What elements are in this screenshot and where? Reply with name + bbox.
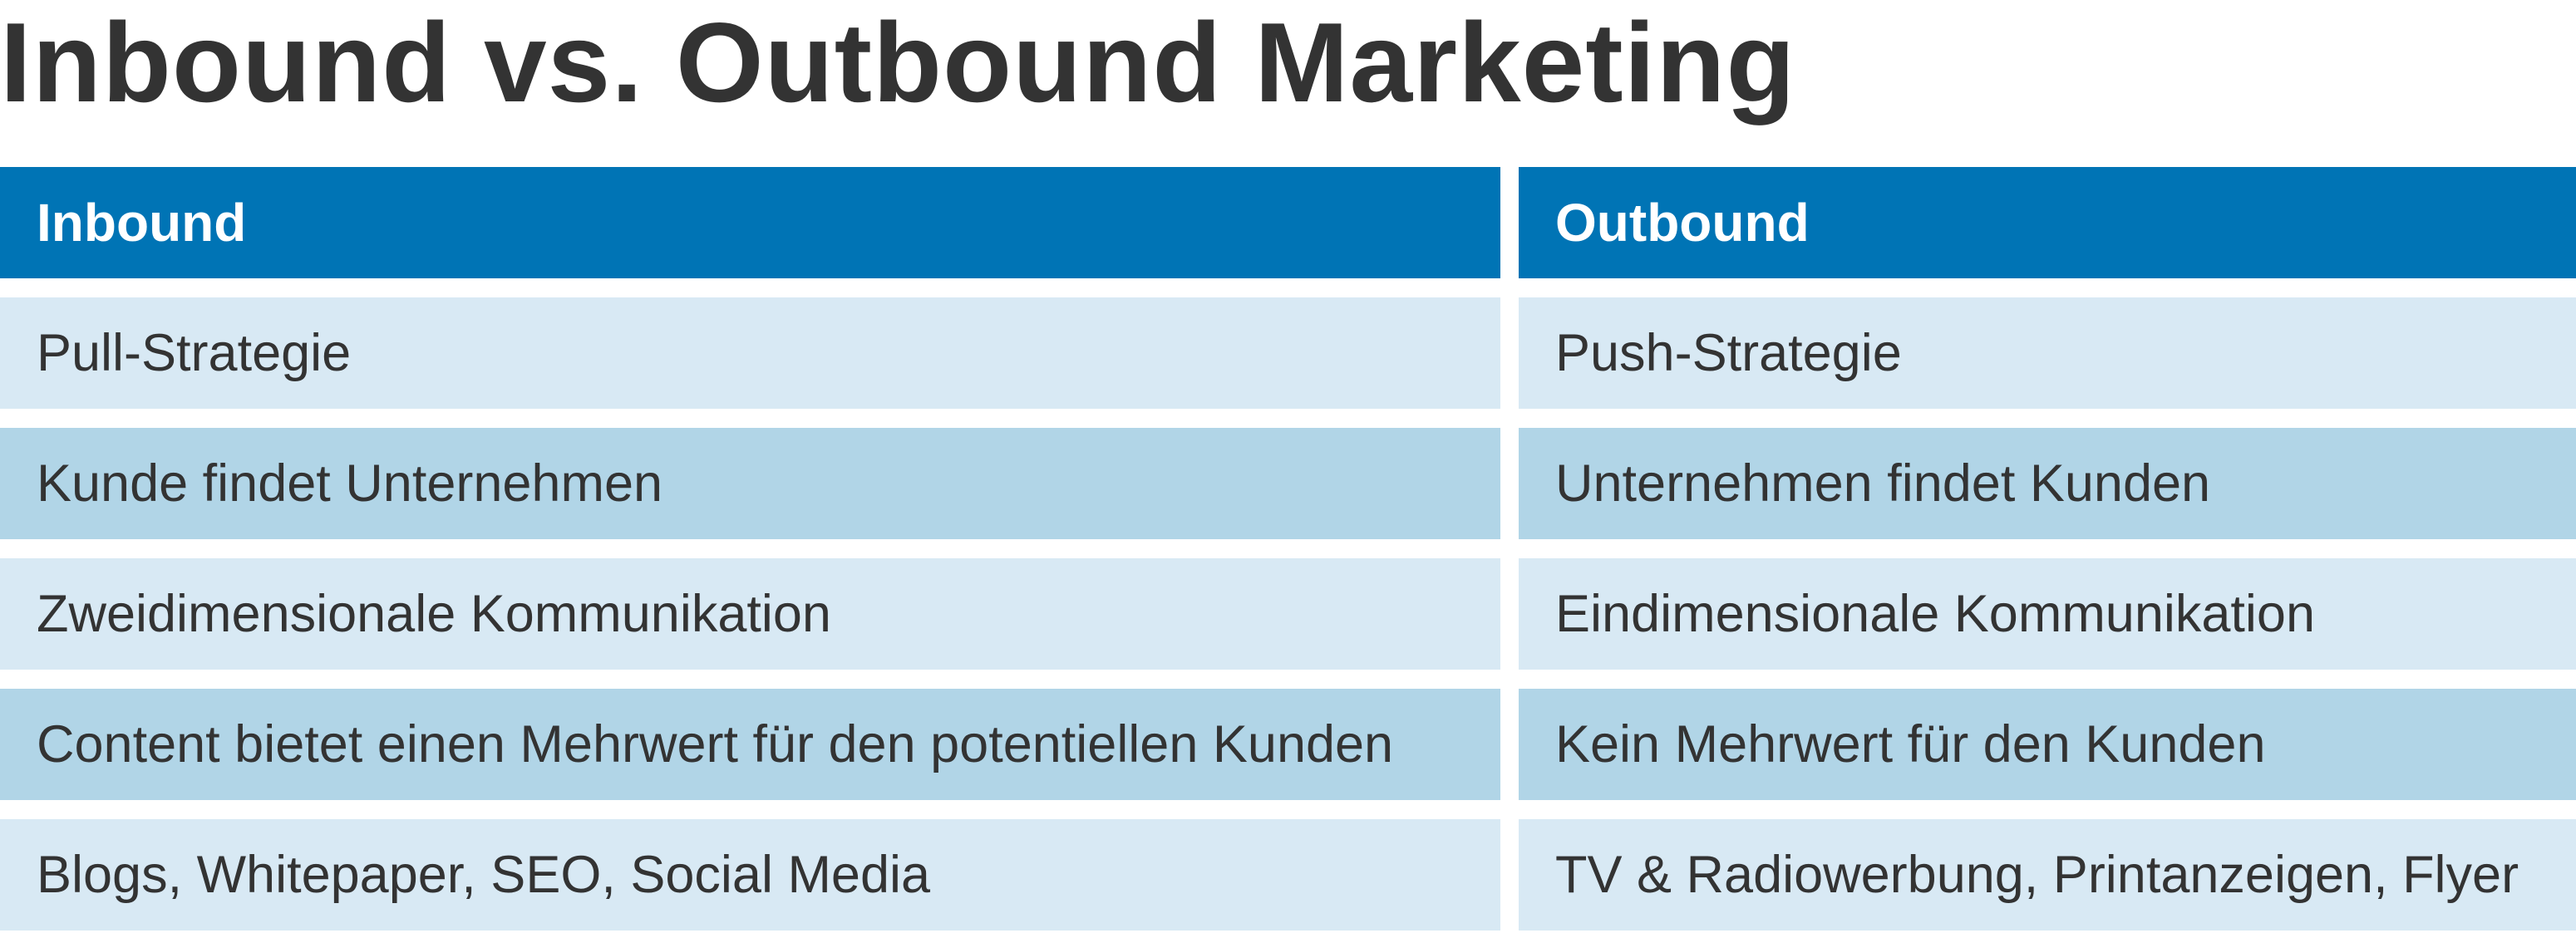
column-header-inbound: Inbound: [0, 167, 1500, 278]
table-cell-outbound: Eindimensionale Kommunikation: [1519, 558, 2576, 670]
column-header-outbound: Outbound: [1519, 167, 2576, 278]
table-cell-inbound: Zweidimensionale Kommunikation: [0, 558, 1500, 670]
table-cell-inbound: Content bietet einen Mehrwert für den po…: [0, 689, 1500, 800]
table-cell-inbound: Pull-Strategie: [0, 297, 1500, 409]
page-title: Inbound vs. Outbound Marketing: [0, 0, 1796, 125]
table-cell-outbound: Push-Strategie: [1519, 297, 2576, 409]
table-cell-inbound: Kunde findet Unternehmen: [0, 428, 1500, 539]
comparison-table: Inbound Outbound Pull-Strategie Push-Str…: [0, 167, 2576, 931]
table-cell-outbound: TV & Radiowerbung, Printanzeigen, Flyer: [1519, 819, 2576, 931]
table-cell-outbound: Kein Mehrwert für den Kunden: [1519, 689, 2576, 800]
table-cell-outbound: Unternehmen findet Kunden: [1519, 428, 2576, 539]
table-cell-inbound: Blogs, Whitepaper, SEO, Social Media: [0, 819, 1500, 931]
